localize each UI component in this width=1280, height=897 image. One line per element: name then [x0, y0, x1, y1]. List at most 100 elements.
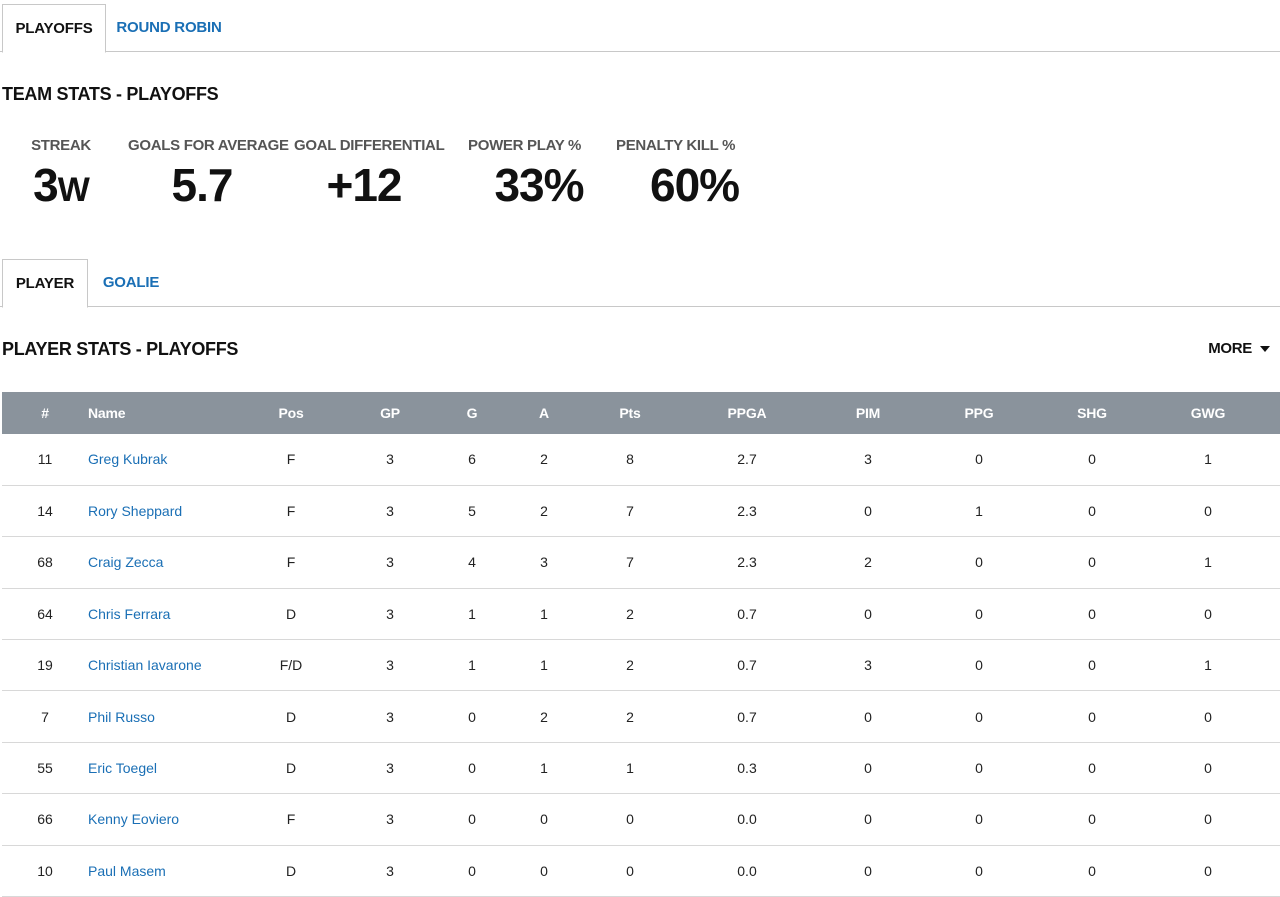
player-name-cell: Phil Russo [88, 690, 250, 743]
stat-cell-pts: 7 [592, 485, 668, 538]
stat-cell-ppga: 2.3 [668, 536, 826, 589]
player-name-cell: Christian Iavarone [88, 639, 250, 692]
player-link[interactable]: Chris Ferrara [88, 605, 171, 622]
stat-cell-pts: 2 [592, 588, 668, 641]
column-header-gwg[interactable]: GWG [1136, 392, 1280, 434]
stat-cell-pos: F [250, 434, 332, 486]
stat-cell-a: 3 [496, 536, 592, 589]
stat-cell-ppga: 0.0 [668, 845, 826, 897]
stat-cell-ppg: 0 [910, 742, 1048, 795]
stat-cell-pos: D [250, 742, 332, 795]
column-header-ppg[interactable]: PPG [910, 392, 1048, 434]
stat-cell-pts: 2 [592, 639, 668, 692]
stat-cell-a: 1 [496, 588, 592, 641]
stat-cell-gwg: 0 [1136, 588, 1280, 641]
stat-cell-a: 2 [496, 434, 592, 486]
column-header-ppga[interactable]: PPGA [668, 392, 826, 434]
more-label: MORE [1208, 340, 1252, 357]
player-link[interactable]: Kenny Eoviero [88, 811, 180, 828]
stat-label: GOAL DIFFERENTIAL [294, 137, 445, 154]
column-header-pim[interactable]: PIM [826, 392, 910, 434]
stat-cell-ppg: 0 [910, 588, 1048, 641]
column-header-pts[interactable]: Pts [592, 392, 668, 434]
player-name-cell: Craig Zecca [88, 536, 250, 589]
stat-cell-number: 68 [2, 536, 88, 589]
stat-number: 3 [33, 159, 59, 211]
table-row: 10 Paul Masem D 3 0 0 0 0.0 0 0 0 0 [2, 845, 1280, 897]
player-name-cell: Eric Toegel [88, 742, 250, 795]
table-row: 14 Rory Sheppard F 3 5 2 7 2.3 0 1 0 0 [2, 485, 1280, 538]
tab-playoffs[interactable]: PLAYOFFS [2, 4, 106, 53]
stat-cell-number: 10 [2, 845, 88, 897]
stat-cell-number: 7 [2, 690, 88, 743]
stat-cell-gp: 3 [332, 434, 448, 486]
stat-cell-pim: 0 [826, 845, 910, 897]
stat-power-play: POWER PLAY % 33% [464, 137, 614, 213]
more-dropdown[interactable]: MORE [1208, 340, 1270, 357]
player-link[interactable]: Phil Russo [88, 708, 155, 725]
player-stats-title: PLAYER STATS - PLAYOFFS [2, 339, 239, 359]
stat-cell-gp: 3 [332, 639, 448, 692]
column-header-name[interactable]: Name [88, 392, 250, 434]
stat-goal-differential: GOAL DIFFERENTIAL +12 [294, 137, 445, 213]
stat-cell-number: 64 [2, 588, 88, 641]
stat-label: PENALTY KILL % [616, 137, 736, 154]
tab-player[interactable]: PLAYER [2, 259, 88, 308]
stat-cell-g: 0 [448, 793, 496, 846]
stat-cell-pos: D [250, 588, 332, 641]
stat-cell-pim: 0 [826, 742, 910, 795]
player-link[interactable]: Christian Iavarone [88, 657, 202, 674]
player-link[interactable]: Paul Masem [88, 862, 166, 879]
player-link[interactable]: Craig Zecca [88, 554, 164, 571]
stat-cell-number: 19 [2, 639, 88, 692]
stat-value: 60% [650, 159, 740, 211]
stat-cell-gwg: 0 [1136, 845, 1280, 897]
stat-cell-ppga: 0.7 [668, 639, 826, 692]
column-header-pos[interactable]: Pos [250, 392, 332, 434]
table-header-row: # Name Pos GP G A Pts PPGA PIM PPG SHG GWG [2, 392, 1280, 434]
stat-cell-a: 1 [496, 639, 592, 692]
stat-cell-ppga: 0.7 [668, 690, 826, 743]
stat-cell-g: 0 [448, 742, 496, 795]
player-link[interactable]: Eric Toegel [88, 760, 158, 777]
column-header-gp[interactable]: GP [332, 392, 448, 434]
column-header-number[interactable]: # [2, 392, 88, 434]
stat-cell-gp: 3 [332, 742, 448, 795]
table-row: 55 Eric Toegel D 3 0 1 1 0.3 0 0 0 0 [2, 742, 1280, 795]
stat-suffix: W [57, 171, 90, 209]
stat-cell-pts: 2 [592, 690, 668, 743]
stat-cell-ppg: 0 [910, 639, 1048, 692]
column-header-a[interactable]: A [496, 392, 592, 434]
stat-cell-pos: D [250, 690, 332, 743]
column-header-g[interactable]: G [448, 392, 496, 434]
player-name-cell: Paul Masem [88, 845, 250, 897]
stat-cell-ppga: 0.0 [668, 793, 826, 846]
team-stats-title: TEAM STATS - PLAYOFFS [2, 84, 219, 104]
stat-cell-shg: 0 [1048, 588, 1136, 641]
stat-cell-pim: 3 [826, 639, 910, 692]
stat-cell-pts: 1 [592, 742, 668, 795]
stat-value: 3W [26, 157, 96, 218]
stat-cell-g: 0 [448, 690, 496, 743]
column-header-shg[interactable]: SHG [1048, 392, 1136, 434]
tab-goalie[interactable]: GOALIE [102, 274, 160, 291]
stat-cell-ppga: 0.3 [668, 742, 826, 795]
player-link[interactable]: Greg Kubrak [88, 451, 168, 468]
player-link[interactable]: Rory Sheppard [88, 503, 183, 520]
stat-cell-pts: 0 [592, 793, 668, 846]
stat-cell-ppg: 1 [910, 485, 1048, 538]
stat-cell-pos: F [250, 536, 332, 589]
stat-cell-number: 11 [2, 434, 88, 486]
table-row: 19 Christian Iavarone F/D 3 1 1 2 0.7 3 0 0 1 [2, 639, 1280, 692]
player-name-cell: Kenny Eoviero [88, 793, 250, 846]
stat-value: 5.7 [171, 159, 234, 211]
player-name-cell: Rory Sheppard [88, 485, 250, 538]
stat-cell-pim: 0 [826, 588, 910, 641]
stat-cell-a: 2 [496, 690, 592, 743]
stats-type-tabs: PLAYER GOALIE [0, 259, 1280, 308]
season-type-tabs: PLAYOFFS ROUND ROBIN [0, 4, 1280, 53]
table-row: 7 Phil Russo D 3 0 2 2 0.7 0 0 0 0 [2, 690, 1280, 743]
stat-cell-ppg: 0 [910, 536, 1048, 589]
tab-round-robin[interactable]: ROUND ROBIN [116, 19, 222, 36]
stat-cell-a: 2 [496, 485, 592, 538]
